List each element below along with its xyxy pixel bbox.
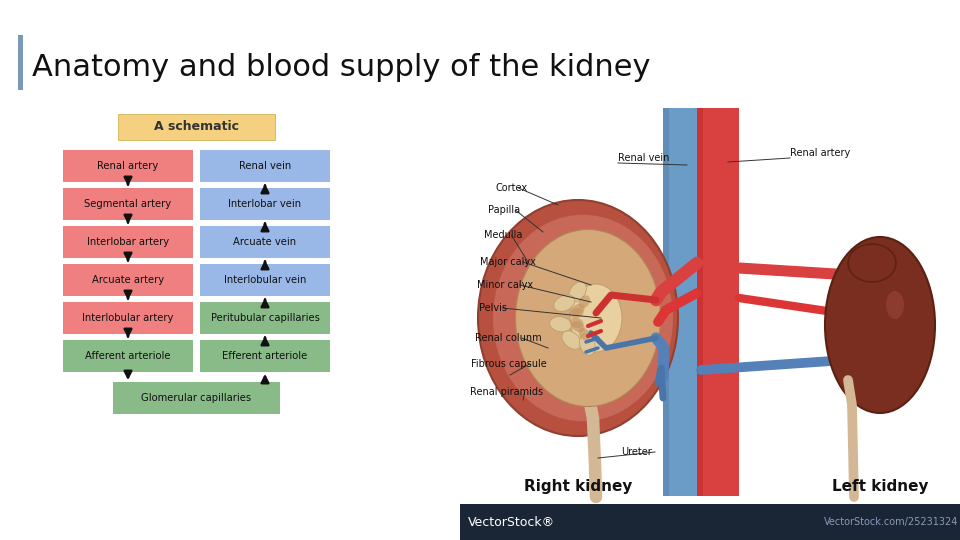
Ellipse shape [570,284,622,352]
Ellipse shape [569,318,584,328]
FancyBboxPatch shape [200,264,330,296]
Ellipse shape [825,237,935,413]
Text: Right kidney: Right kidney [524,478,633,494]
FancyBboxPatch shape [697,108,703,496]
Text: Ureter: Ureter [621,447,652,457]
Text: Papilla: Papilla [488,205,520,215]
Ellipse shape [579,295,590,308]
Text: Interlobular artery: Interlobular artery [83,313,174,323]
FancyBboxPatch shape [63,264,193,296]
FancyBboxPatch shape [200,150,330,182]
FancyBboxPatch shape [63,302,193,334]
Ellipse shape [569,308,584,318]
Text: Interlobar vein: Interlobar vein [228,199,301,209]
FancyBboxPatch shape [663,108,701,496]
FancyBboxPatch shape [200,302,330,334]
Ellipse shape [554,295,575,312]
Text: Efferent arteriole: Efferent arteriole [223,351,307,361]
Text: Anatomy and blood supply of the kidney: Anatomy and blood supply of the kidney [32,53,651,83]
Text: Segmental artery: Segmental artery [84,199,172,209]
Text: VectorStock.com/25231324: VectorStock.com/25231324 [824,517,958,527]
Text: Pelvis: Pelvis [479,303,507,313]
Ellipse shape [516,230,660,407]
Ellipse shape [571,304,585,315]
Text: Renal vein: Renal vein [618,153,669,163]
FancyBboxPatch shape [113,382,280,414]
Ellipse shape [562,331,581,349]
FancyBboxPatch shape [118,114,275,140]
Text: Interlobular vein: Interlobular vein [224,275,306,285]
Ellipse shape [580,334,595,355]
Ellipse shape [848,244,896,282]
Text: Interlobar artery: Interlobar artery [87,237,169,247]
FancyBboxPatch shape [697,108,739,496]
Text: Arcuate vein: Arcuate vein [233,237,297,247]
Text: Peritubular capillaries: Peritubular capillaries [210,313,320,323]
Text: A schematic: A schematic [154,120,239,133]
Text: Cortex: Cortex [495,183,527,193]
FancyBboxPatch shape [63,150,193,182]
FancyBboxPatch shape [63,188,193,220]
FancyBboxPatch shape [200,226,330,258]
FancyBboxPatch shape [63,340,193,372]
Text: Renal colunm: Renal colunm [475,333,541,343]
Text: Arcuate artery: Arcuate artery [92,275,164,285]
Text: Medulla: Medulla [484,230,522,240]
Text: Renal vein: Renal vein [239,161,291,171]
Ellipse shape [886,291,904,319]
Ellipse shape [478,200,678,436]
Text: Fibrous capsule: Fibrous capsule [471,359,547,369]
Text: Minor calyx: Minor calyx [477,280,533,290]
FancyBboxPatch shape [18,35,23,90]
Text: Left kidney: Left kidney [831,478,928,494]
FancyBboxPatch shape [63,226,193,258]
FancyBboxPatch shape [200,340,330,372]
Text: Major calyx: Major calyx [480,257,536,267]
Ellipse shape [579,328,590,341]
Ellipse shape [550,316,571,332]
FancyBboxPatch shape [663,108,669,496]
Ellipse shape [571,321,585,332]
Text: Glomerular capillaries: Glomerular capillaries [141,393,252,403]
Ellipse shape [493,215,673,421]
Text: VectorStock®: VectorStock® [468,516,555,529]
FancyBboxPatch shape [460,504,960,540]
FancyBboxPatch shape [200,188,330,220]
Ellipse shape [569,282,587,302]
Text: Renal piramids: Renal piramids [470,387,543,397]
Text: Afferent arteriole: Afferent arteriole [85,351,171,361]
Text: Renal artery: Renal artery [97,161,158,171]
Text: Renal artery: Renal artery [790,148,851,158]
